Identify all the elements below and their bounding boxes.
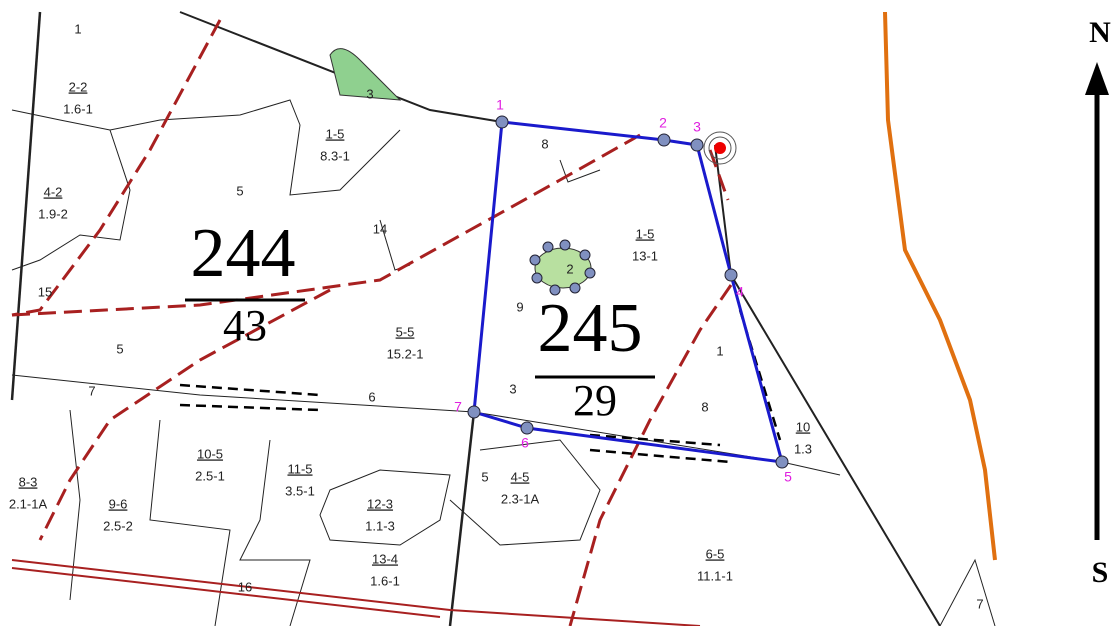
stand-code: 2.1-1A xyxy=(9,496,48,511)
stand-id: 8-3 xyxy=(19,474,38,489)
vertex-label: 2 xyxy=(659,115,667,131)
plot-label: 8 xyxy=(701,399,708,414)
stand-code: 11.1-1 xyxy=(697,568,733,583)
stand-id: 1-5 xyxy=(636,226,655,241)
stand-code: 1.1-3 xyxy=(365,518,395,533)
plot-label: 3 xyxy=(366,86,373,101)
quarter-number: 245 xyxy=(538,290,643,367)
stand-id: 13-4 xyxy=(372,551,398,566)
fences xyxy=(180,310,780,462)
river xyxy=(885,12,995,560)
plot-label: 5 xyxy=(236,183,243,198)
stand-code: 1.6-1 xyxy=(63,101,93,116)
plot-label: 1 xyxy=(716,343,723,358)
vertex-label: 1 xyxy=(496,97,504,113)
plot-label: 7 xyxy=(976,596,983,611)
plot-label: 3 xyxy=(509,381,516,396)
vertex-label: 3 xyxy=(693,119,701,135)
stand-code: 8.3-1 xyxy=(320,148,350,163)
stand-patch xyxy=(330,49,400,100)
road xyxy=(12,560,700,626)
compass-south: S xyxy=(1092,556,1109,589)
plot-label: 7 xyxy=(88,383,95,398)
plot-label: 16 xyxy=(238,579,252,594)
plot-label: 14 xyxy=(373,221,387,236)
vertex-label: 6 xyxy=(521,435,529,451)
plot-label: 1 xyxy=(74,21,81,36)
quarter-subnumber: 29 xyxy=(573,376,617,425)
plot-label: 6 xyxy=(368,389,375,404)
stand-id: 5-5 xyxy=(396,324,415,339)
stand-id: 11-5 xyxy=(287,461,312,476)
stand-id: 1-5 xyxy=(326,126,345,141)
plot-label: 5 xyxy=(116,341,123,356)
stand-code: 13-1 xyxy=(632,248,658,263)
stand-id: 2-2 xyxy=(69,79,88,94)
stand-id: 4-5 xyxy=(511,469,530,484)
stand-code: 1.3 xyxy=(794,441,812,456)
vertex-label: 5 xyxy=(784,469,792,485)
stand-id: 10 xyxy=(796,419,810,434)
plot-label: 8 xyxy=(541,136,548,151)
stand-code: 15.2-1 xyxy=(387,346,424,361)
stand-id: 4-2 xyxy=(44,184,63,199)
stand-code: 2.3-1A xyxy=(501,491,540,506)
stand-id: 12-3 xyxy=(367,496,393,511)
quarter-number: 244 xyxy=(191,215,296,292)
stand-labels: 2-2 1.6-1 1-5 8.3-1 4-2 1.9-2 1-5 13-1 5-5 15.2-1… xyxy=(9,79,812,588)
plot-label: 5 xyxy=(481,469,488,484)
compass-north: N xyxy=(1089,16,1111,49)
plot-labels: 1 3 5 14 15 5 7 6 8 9 3 1 8 5 2 16 7 xyxy=(38,21,984,611)
map: N S 244 43 245 29 1 2 3 4 5 6 7 2-21.6-1… xyxy=(0,0,1115,626)
plot-label: 9 xyxy=(516,299,523,314)
stand-code: 2.5-1 xyxy=(195,468,225,483)
vertex-label: 7 xyxy=(454,399,462,415)
stand-code: 1.6-1 xyxy=(370,573,400,588)
stand-id: 10-5 xyxy=(197,446,223,461)
stand-code: 1.9-2 xyxy=(38,206,68,221)
stand-id: 6-5 xyxy=(706,546,725,561)
stand-code: 2.5-2 xyxy=(103,518,133,533)
vertex-label: 4 xyxy=(736,284,744,300)
stand-id: 9-6 xyxy=(109,496,128,511)
gps-marker xyxy=(704,132,736,164)
quarter-subnumber: 43 xyxy=(223,301,267,350)
plot-label: 15 xyxy=(38,284,52,299)
arrow-head xyxy=(1085,62,1109,95)
stand-code: 3.5-1 xyxy=(285,483,315,498)
plot-label: 2 xyxy=(566,261,573,276)
